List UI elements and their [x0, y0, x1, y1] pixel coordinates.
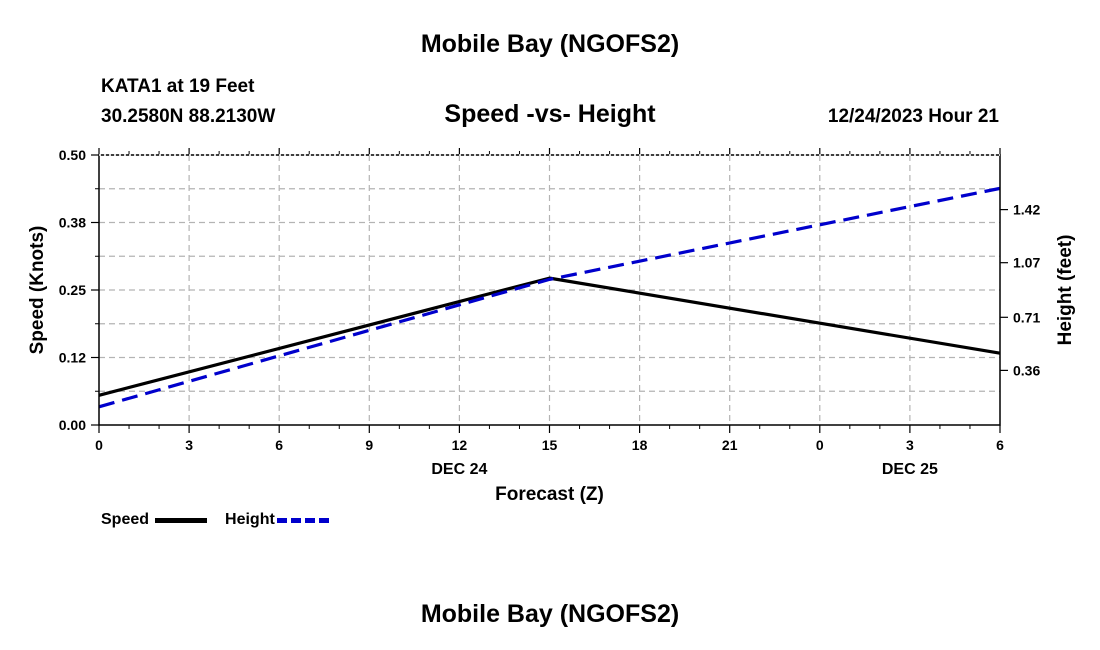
series-line-height	[98, 186, 1001, 409]
legend: Speed Height	[101, 509, 347, 531]
y-tick-label: 0.38	[59, 215, 86, 231]
x-tick-label: 3	[906, 437, 914, 453]
x-tick-label: 6	[275, 437, 283, 453]
y-tick-label: 0.50	[59, 147, 86, 163]
forecast-date: 12/24/2023 Hour 21	[827, 106, 999, 127]
x-axis-title: Forecast (Z)	[495, 484, 604, 505]
x-tick-label: 9	[365, 437, 373, 453]
y-tick-label: 0.25	[59, 282, 86, 298]
x-tick-label: 0	[95, 437, 103, 453]
station-label: KATA1 at 19 Feet	[101, 76, 255, 97]
chart-subtitle: Speed -vs- Height	[444, 100, 656, 128]
x-tick-label: 15	[542, 437, 558, 453]
x-date-label: DEC 25	[882, 461, 938, 478]
x-tick-label: 0	[816, 437, 824, 453]
x-tick-label: 12	[452, 437, 468, 453]
x-date-label: DEC 24	[431, 461, 487, 478]
y-axis-title: Speed (Knots)	[27, 226, 48, 355]
legend-item-height: Height	[225, 511, 329, 529]
x-tick-label: 18	[632, 437, 648, 453]
y2-tick-label: 0.71	[1013, 309, 1040, 325]
y2-axis-title: Height (feet)	[1055, 235, 1076, 346]
y-tick-label: 0.12	[59, 350, 86, 366]
legend-swatch-height	[276, 517, 329, 523]
legend-swatch-speed	[155, 517, 208, 523]
legend-item-speed: Speed	[101, 511, 208, 529]
y-tick-label: 0.00	[59, 417, 86, 433]
x-tick-label: 3	[185, 437, 193, 453]
footer-title: Mobile Bay (NGOFS2)	[420, 600, 680, 628]
y2-tick-label: 1.42	[1013, 202, 1040, 218]
legend-label-height: Height	[225, 511, 275, 528]
station-coordinates: 30.2580N 88.2130W	[101, 106, 276, 127]
axis-ticks	[91, 148, 1008, 433]
legend-label-speed: Speed	[101, 511, 150, 528]
x-tick-label: 6	[996, 437, 1004, 453]
y2-tick-label: 1.07	[1013, 255, 1040, 271]
x-tick-label: 21	[722, 437, 738, 453]
grid	[99, 155, 1000, 425]
page-title: Mobile Bay (NGOFS2)	[420, 30, 680, 58]
axis-labels: 0 3 6 9 12 15 18 21 0 3 6 0.00 0.12 0.25 0.38 0.50 0.36 0…	[27, 147, 1076, 505]
y2-tick-label: 0.36	[1013, 362, 1040, 378]
series-layer	[98, 186, 1001, 409]
